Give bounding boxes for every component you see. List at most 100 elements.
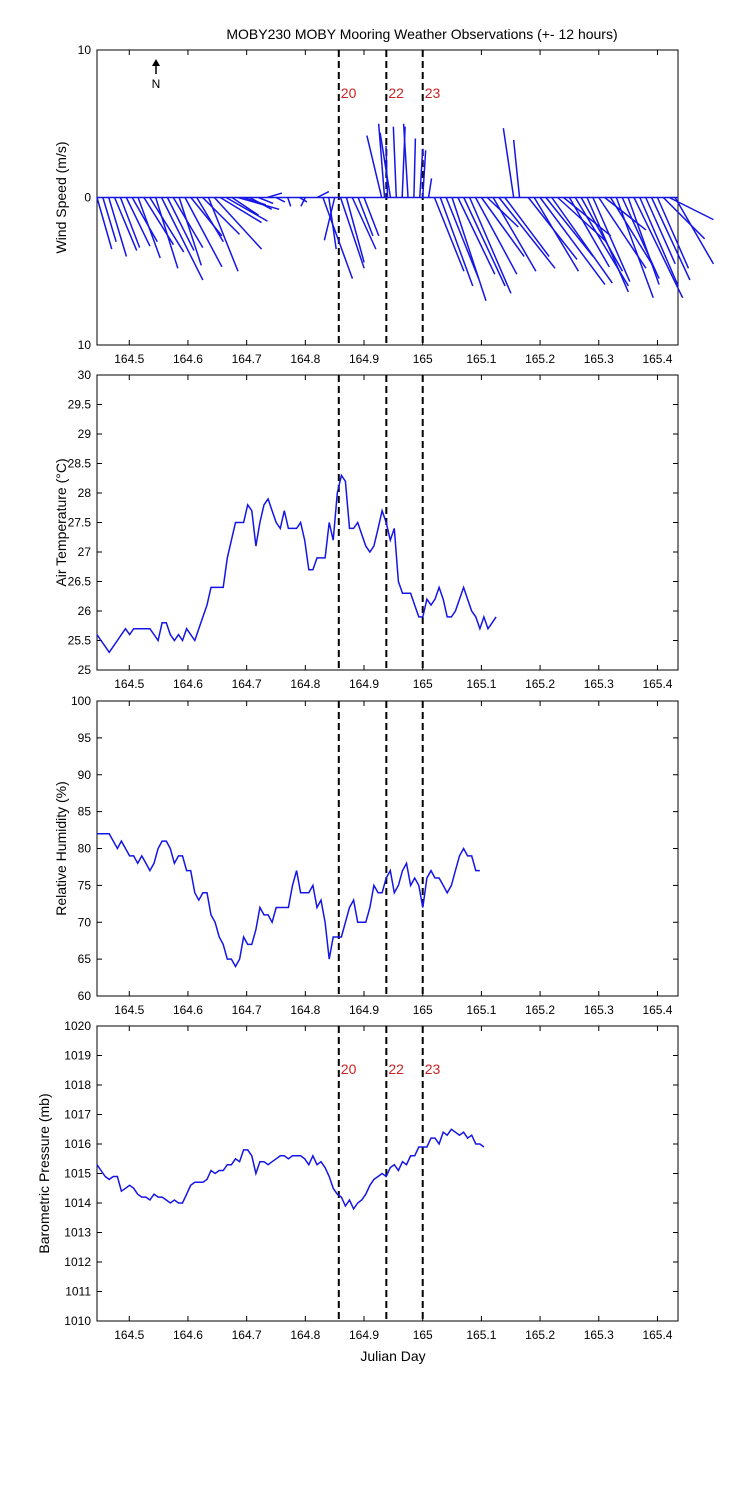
wind-vector: [427, 178, 433, 198]
wind-vector: [463, 197, 506, 287]
x-tick-label: 165.2: [525, 1328, 555, 1342]
wind-vector: [480, 197, 525, 257]
x-tick-label: 165.3: [584, 1328, 614, 1342]
x-tick-label: 165: [413, 1328, 433, 1342]
x-tick-label: 164.8: [290, 352, 320, 366]
wind-vector: [604, 196, 647, 231]
wind-vector: [202, 196, 241, 235]
wind-vector: [662, 196, 706, 240]
x-tick-label: 164.6: [173, 1328, 203, 1342]
wind-vector: [498, 197, 556, 269]
wind-vector: [363, 197, 380, 237]
wind-vector: [119, 197, 141, 248]
wind-vector: [586, 197, 630, 293]
y-tick-label: 90: [78, 768, 92, 782]
wind-vector: [322, 197, 354, 279]
y-axis-label: Wind Speed (m/s): [53, 141, 69, 253]
x-tick-label: 164.5: [114, 1003, 144, 1017]
wind-vector: [650, 197, 691, 281]
x-tick-label: 165: [413, 1003, 433, 1017]
panel-3: 164.5 164.6 164.7 164.8 164.9 165 165.1 165.2 16…: [53, 694, 679, 1017]
x-tick-label: 165.1: [466, 1328, 496, 1342]
x-tick-label: 165.2: [525, 677, 555, 691]
y-tick-label: 60: [78, 989, 92, 1003]
wind-vector: [533, 197, 580, 272]
wind-vector: [592, 197, 631, 282]
event-label: 23: [425, 1061, 441, 1077]
axes-frame: [96, 700, 679, 997]
y-tick-label: 10: [78, 338, 92, 352]
panel-1: 164.5 164.6 164.7 164.8 164.9 165 165.1 165.2 16…: [53, 43, 715, 366]
y-tick-label: 0: [84, 191, 91, 205]
y-tick-label: 10: [78, 43, 92, 57]
event-label: 22: [388, 1061, 404, 1077]
wind-vector: [339, 197, 365, 269]
wind-vector: [627, 197, 660, 285]
wind-vector: [266, 192, 283, 199]
y-tick-label: 1013: [64, 1226, 91, 1240]
wind-vector: [184, 197, 223, 268]
y-tick-label: 1017: [64, 1108, 91, 1122]
y-tick-label: 25.5: [68, 634, 92, 648]
wind-vector: [275, 196, 286, 203]
wind-vector: [568, 197, 610, 268]
wind-vector: [457, 197, 496, 275]
x-tick-label: 164.7: [232, 1003, 262, 1017]
x-tick-label: 164.8: [290, 1003, 320, 1017]
wind-vector: [108, 197, 128, 257]
wind-vector: [357, 197, 374, 237]
wind-vector: [113, 197, 138, 251]
wind-vector: [258, 196, 274, 205]
x-tick-label: 164.9: [349, 1328, 379, 1342]
series-line: [96, 1128, 485, 1211]
wind-vector: [609, 197, 653, 265]
wind-vector: [300, 197, 307, 207]
wind-vector: [474, 197, 518, 275]
north-label: N: [152, 77, 161, 91]
y-tick-label: 27.5: [68, 516, 92, 530]
wind-vector: [154, 197, 179, 269]
wind-vector: [486, 196, 519, 228]
y-tick-label: 28: [78, 486, 92, 500]
wind-vector: [439, 197, 474, 287]
x-tick-label: 164.5: [114, 352, 144, 366]
x-tick-label: 165.1: [466, 1003, 496, 1017]
wind-vector: [377, 123, 386, 198]
x-tick-label: 165.4: [642, 1328, 672, 1342]
y-tick-label: 1011: [65, 1285, 91, 1299]
x-tick-label: 165.2: [525, 352, 555, 366]
y-tick-label: 1010: [64, 1314, 91, 1328]
wind-vector: [219, 196, 262, 224]
x-tick-label: 164.6: [173, 352, 203, 366]
wind-vector: [445, 197, 480, 279]
wind-vector: [539, 197, 606, 285]
panel-2: 164.5 164.6 164.7 164.8 164.9 165 165.1 165.2 16…: [53, 368, 679, 691]
x-tick-label: 165: [413, 352, 433, 366]
x-tick-label: 165.4: [642, 677, 672, 691]
wind-vector: [102, 197, 117, 242]
y-tick-label: 26: [78, 604, 92, 618]
y-tick-label: 1014: [64, 1196, 91, 1210]
wind-vector: [421, 150, 427, 198]
x-tick-label: 164.6: [173, 677, 203, 691]
wind-vector: [178, 197, 202, 266]
wind-vector: [213, 196, 263, 250]
wind-vector: [674, 197, 715, 265]
wind-vector: [512, 139, 521, 198]
wind-vector: [615, 197, 654, 299]
event-label: 23: [425, 85, 441, 101]
wind-vector: [545, 197, 594, 257]
event-label: 22: [388, 85, 404, 101]
x-tick-label: 165.2: [525, 1003, 555, 1017]
wind-vector: [316, 190, 330, 199]
y-tick-label: 70: [78, 915, 92, 929]
y-tick-label: 30: [78, 368, 92, 382]
wind-vector: [366, 135, 383, 198]
wind-vector: [249, 196, 273, 210]
x-tick-label: 165: [413, 677, 433, 691]
chart-title: MOBY230 MOBY Mooring Weather Observation…: [226, 26, 617, 42]
x-tick-label: 164.8: [290, 1328, 320, 1342]
wind-vector: [580, 197, 624, 272]
x-tick-label: 165.3: [584, 352, 614, 366]
